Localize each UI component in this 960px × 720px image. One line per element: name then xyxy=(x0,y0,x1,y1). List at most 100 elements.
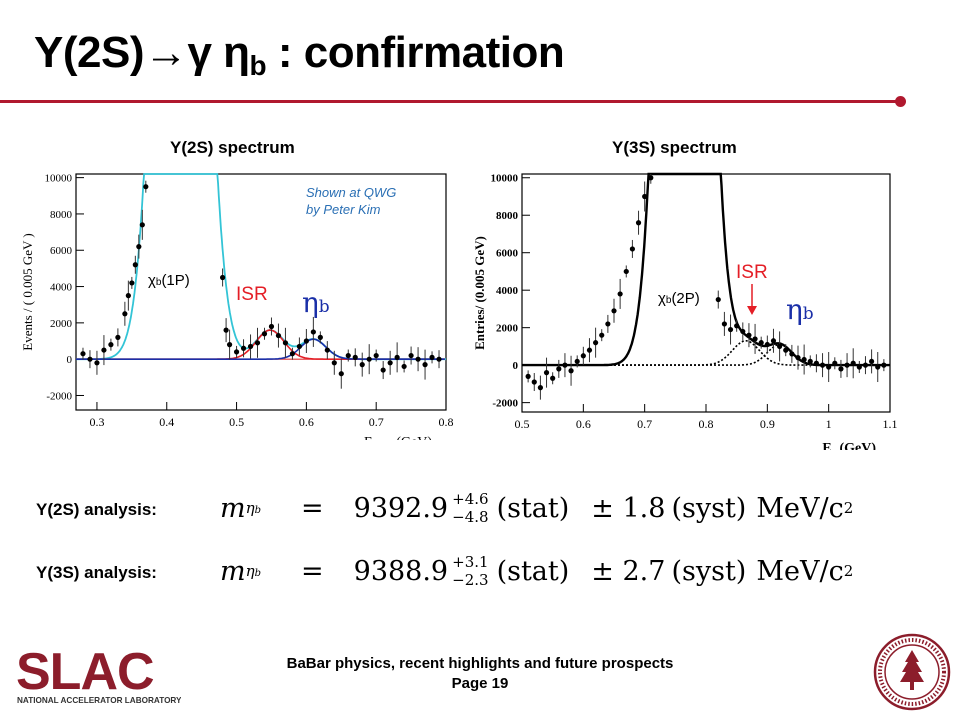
eq-2s-syst-pm: ± 1.8 xyxy=(591,492,666,524)
analysis-2s-label: Υ(2S) analysis: xyxy=(36,500,157,519)
data-point xyxy=(556,366,562,372)
data-point xyxy=(366,356,372,362)
tree-icon xyxy=(900,650,924,690)
x-tick-label: 0.7 xyxy=(637,417,652,431)
eq-3s-sub-eta: η xyxy=(245,562,255,580)
data-point xyxy=(734,323,740,329)
data-point xyxy=(373,352,379,359)
eq-3s-err-down: −2.3 xyxy=(452,571,489,589)
right-chi-symbol: χ xyxy=(658,290,666,307)
slac-logo-tagline: NATIONAL ACCELERATOR LABORATORY xyxy=(17,696,181,705)
data-point xyxy=(807,358,813,365)
data-point xyxy=(629,246,635,252)
eq-3s-sub: ηb xyxy=(246,562,261,580)
data-point xyxy=(715,296,721,303)
data-point xyxy=(635,220,642,226)
analysis-3s-equation: m ηb = 9388.9 +3.1 −2.3 (stat) ± 2.7 (syst… xyxy=(220,553,853,589)
eq-3s-err-up: +3.1 xyxy=(452,553,489,571)
etab-component-curve xyxy=(522,343,889,366)
data-point xyxy=(740,328,746,335)
x-tick-label: 1.1 xyxy=(883,417,898,431)
data-point xyxy=(254,340,261,346)
page-title: Υ(2S)→γ ηb : confirmation xyxy=(34,28,565,82)
x-tick-label: 0.7 xyxy=(369,415,384,429)
x-tick-label: 0.8 xyxy=(439,415,454,429)
data-point xyxy=(132,262,138,268)
data-point xyxy=(129,280,135,286)
left-etab-label: ηb xyxy=(302,286,330,319)
data-point xyxy=(394,354,400,360)
data-point xyxy=(838,366,844,372)
right-isr-label: ISR xyxy=(736,262,768,283)
y-axis-label: Events / ( 0.005 GeV ) xyxy=(20,233,35,350)
data-point xyxy=(826,364,832,370)
x-tick-label: 1 xyxy=(826,417,832,431)
data-point xyxy=(143,184,149,190)
etab-component-curve xyxy=(76,338,445,360)
data-point xyxy=(746,332,752,338)
data-point xyxy=(108,342,114,348)
footer: BaBar physics, recent highlights and fut… xyxy=(250,654,710,694)
qwg-note-line1: Shown at QWG xyxy=(306,185,397,200)
eq-2s-syst: (syst) xyxy=(671,492,747,524)
eq-3s-m: m xyxy=(220,555,246,587)
eq-2s-value: 9392.9 xyxy=(353,492,449,524)
plot-frame xyxy=(75,173,447,411)
y-tick-label: 4000 xyxy=(496,285,519,297)
data-point xyxy=(261,331,268,337)
eq-2s-errors: +4.6 −4.8 xyxy=(452,490,488,526)
right-spectrum-svg: 0.5 0.6 0.7 0.8 0.9 1 1.1 10000 8000 6000 4000 2000… xyxy=(472,172,898,450)
isr-arrow-head xyxy=(747,306,757,315)
x-axis-label: Eγ (GeV) xyxy=(822,441,876,450)
right-spectrum-title: Υ(3S) spectrum xyxy=(612,138,737,157)
data-point xyxy=(813,360,819,366)
left-chi-sub: b xyxy=(155,277,162,288)
data-point xyxy=(752,336,758,342)
data-point xyxy=(642,193,648,200)
left-chi-rest: (1P) xyxy=(161,272,190,289)
data-point xyxy=(617,291,623,297)
y-tick-label: 0 xyxy=(67,354,73,366)
data-point xyxy=(296,343,302,350)
data-point xyxy=(220,274,226,281)
y-tick-label: 8000 xyxy=(50,209,73,221)
data-point xyxy=(289,351,296,357)
university-seal xyxy=(872,632,952,717)
data-point xyxy=(844,362,850,368)
title-rule xyxy=(0,100,900,103)
plot-frame xyxy=(521,173,891,413)
data-point xyxy=(862,362,869,368)
data-point xyxy=(537,385,543,391)
eq-2s-m: m xyxy=(220,492,246,524)
eq-2s-sub: ηb xyxy=(246,499,261,517)
slac-logo-text: SLAC xyxy=(16,645,154,701)
data-point xyxy=(331,360,337,366)
data-point xyxy=(115,334,121,340)
data-point xyxy=(94,360,100,366)
data-point xyxy=(136,244,142,250)
data-point xyxy=(240,345,247,351)
data-point xyxy=(401,363,407,370)
left-chi-symbol: χ xyxy=(148,272,156,289)
data-point xyxy=(531,379,537,385)
eq-3s-syst-pm: ± 2.7 xyxy=(591,555,666,587)
data-point xyxy=(875,364,881,370)
x-tick-label: 0.5 xyxy=(229,415,244,429)
data-point xyxy=(819,362,826,368)
data-point xyxy=(623,268,629,275)
data-point xyxy=(850,360,856,366)
data-point xyxy=(380,367,386,373)
eq-3s-sub-b: b xyxy=(254,568,262,579)
eq-2s-sub-b: b xyxy=(254,505,262,516)
seal-svg xyxy=(873,633,951,711)
data-point xyxy=(436,356,442,362)
y-tick-label: 10000 xyxy=(45,173,73,185)
y-tick-label: -2000 xyxy=(492,398,518,410)
fit-curve xyxy=(522,172,890,367)
data-point xyxy=(268,323,275,330)
data-point xyxy=(795,355,801,361)
title-sub: b xyxy=(249,50,267,81)
right-eta-sub: b xyxy=(802,304,814,324)
y-tick-label: 2000 xyxy=(50,318,73,330)
data-point xyxy=(387,360,393,366)
